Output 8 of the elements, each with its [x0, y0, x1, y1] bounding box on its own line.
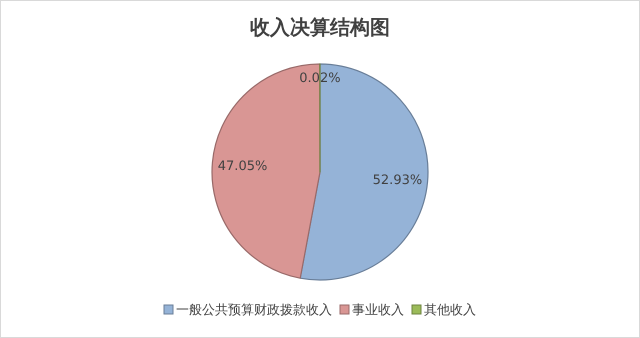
legend-label: 其他收入 [424, 303, 476, 318]
chart-title: 收入决算结构图 [250, 15, 390, 39]
legend-label: 一般公共预算财政拨款收入 [176, 303, 332, 318]
legend-label: 事业收入 [352, 303, 404, 318]
data-label: 52.93% [372, 173, 422, 188]
data-label: 47.05% [218, 158, 268, 174]
data-label: 0.02% [299, 70, 341, 86]
pie-slice [300, 63, 429, 280]
